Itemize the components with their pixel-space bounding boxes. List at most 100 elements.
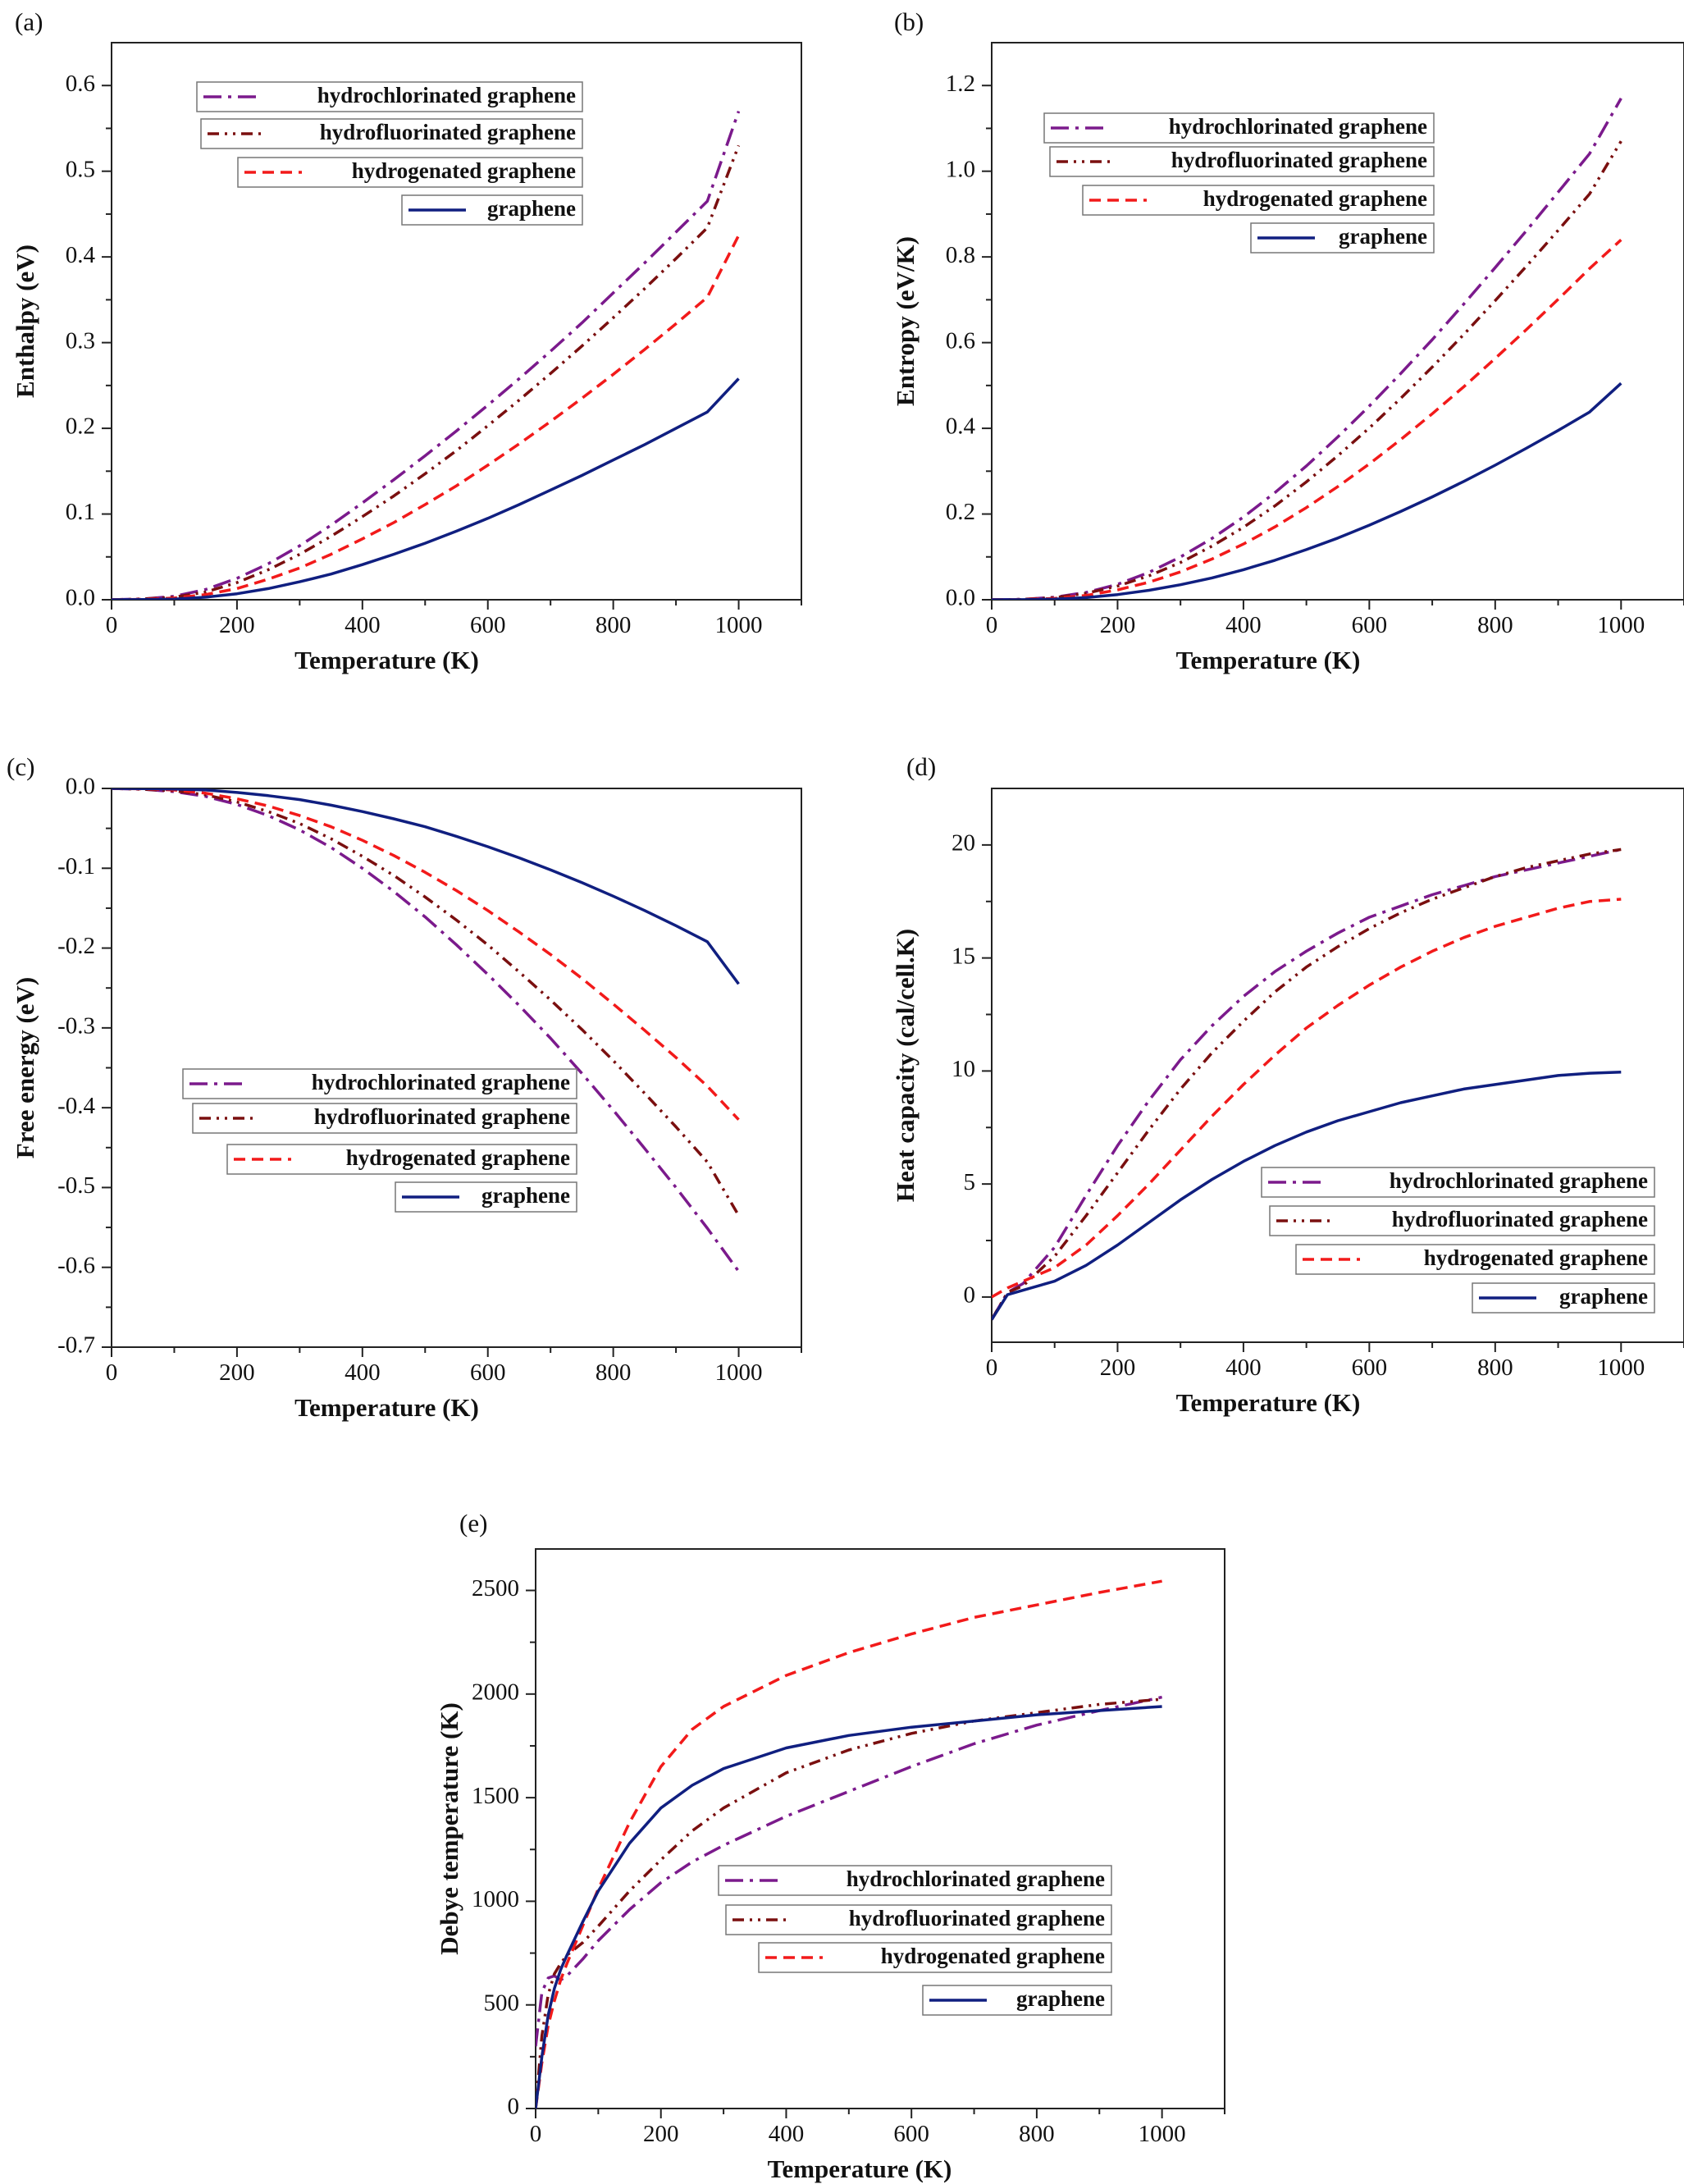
legend-label-hf: hydrofluorinated graphene — [320, 120, 576, 144]
y-tick-label: 0.4 — [946, 413, 976, 440]
x-tick-label: 400 — [1225, 1355, 1262, 1381]
y-tick-label: 20 — [952, 830, 975, 857]
y-tick-label: -0.4 — [57, 1093, 95, 1119]
legend-entry-box — [1261, 1167, 1655, 1198]
y-tick-label: 0.0 — [66, 774, 95, 800]
x-tick-label: 800 — [1477, 1355, 1513, 1381]
legend-entry-box — [237, 157, 583, 188]
legend-entry-box — [200, 118, 583, 149]
legend-label-g: graphene — [1339, 224, 1427, 249]
y-axis-title: Heat capacity (cal/cell.K) — [891, 929, 920, 1202]
x-tick-label: 200 — [219, 612, 255, 638]
series-line-h — [112, 788, 740, 1121]
x-tick-label: 400 — [345, 1359, 381, 1386]
legend-entry-box — [1082, 185, 1435, 216]
y-tick-label: 2000 — [472, 1679, 519, 1705]
y-tick-label: 0 — [508, 2094, 520, 2120]
x-tick-label: 0 — [986, 1355, 998, 1381]
series-line-g — [112, 377, 740, 600]
y-tick-label: 0.4 — [66, 242, 96, 268]
legend-entry-box — [196, 81, 583, 112]
x-tick-label: 600 — [893, 2121, 929, 2147]
x-tick-label: 200 — [643, 2121, 679, 2147]
x-tick-label: 400 — [1225, 612, 1262, 638]
x-tick-label: 0 — [106, 1359, 118, 1386]
y-tick-label: -0.2 — [57, 933, 95, 959]
legend-label-h: hydrogenated graphene — [346, 1145, 570, 1170]
y-tick-label: 500 — [484, 1990, 520, 2016]
series-line-h — [112, 235, 741, 600]
legend-label-g: graphene — [1559, 1284, 1648, 1309]
y-tick-label: 1.0 — [946, 156, 975, 182]
y-axis-title: Enthalpy (eV) — [11, 244, 39, 398]
panel-label: (c) — [7, 752, 34, 781]
y-axis-title: Entropy (eV/K) — [891, 236, 920, 406]
panel-c-free-energy: (c) 0 200 400 600 800 1000 0.0 -0.1 -0.2 -0.3 -0.4 -… — [7, 752, 802, 1422]
legend-label-hf: hydrofluorinated graphene — [1171, 148, 1427, 172]
series-line-hcl — [112, 111, 741, 600]
legend-label-g: graphene — [481, 1183, 570, 1208]
panel-label: (e) — [459, 1509, 487, 1537]
x-tick-label: 800 — [596, 1359, 632, 1386]
series-line-hcl — [112, 788, 740, 1272]
series-line-hf — [536, 1697, 1162, 2109]
x-tick-label: 600 — [1352, 612, 1388, 638]
y-tick-label: -0.3 — [57, 1013, 95, 1039]
x-axis-title: Temperature (K) — [768, 2154, 952, 2183]
series-line-hcl — [536, 1695, 1162, 2047]
panel-label: (a) — [15, 7, 43, 36]
series-line-hf — [112, 788, 741, 1217]
x-tick-label: 600 — [470, 612, 506, 638]
plot-area-frame — [535, 1548, 1225, 2109]
y-tick-label: -0.6 — [57, 1252, 95, 1278]
plot-area-frame — [991, 42, 1684, 601]
legend-entry-box — [758, 1942, 1112, 1973]
x-tick-label: 1000 — [715, 1359, 763, 1386]
legend-label-hcl: hydrochlorinated graphene — [1169, 114, 1427, 139]
legend-entry-box — [1049, 146, 1435, 177]
x-tick-label: 800 — [1477, 612, 1513, 638]
y-tick-label: 0.8 — [946, 242, 975, 268]
legend-label-hcl: hydrochlorinated graphene — [1390, 1168, 1648, 1193]
legend-entry-box — [226, 1144, 577, 1175]
legend-label-hf: hydrofluorinated graphene — [314, 1104, 570, 1129]
series-line-hf — [992, 848, 1622, 1321]
plot-area-frame — [111, 788, 802, 1348]
x-axis-title: Temperature (K) — [294, 1393, 479, 1422]
y-axis-title: Debye temperature (K) — [435, 1702, 463, 1955]
legend-entry-box — [1043, 112, 1435, 144]
panel-label: (d) — [906, 752, 936, 781]
legend-label-h: hydrogenated graphene — [1424, 1245, 1648, 1270]
legend-label-h: hydrogenated graphene — [1203, 186, 1427, 211]
y-tick-label: -0.7 — [57, 1332, 95, 1359]
x-tick-label: 600 — [470, 1359, 506, 1386]
x-tick-label: 0 — [986, 612, 998, 638]
y-tick-label: 0.0 — [66, 585, 95, 611]
y-tick-label: 0.2 — [946, 499, 975, 525]
legend-label-hf: hydrofluorinated graphene — [849, 1906, 1105, 1930]
x-tick-label: 1000 — [1597, 612, 1645, 638]
y-tick-label: 1500 — [472, 1783, 519, 1809]
x-tick-label: 400 — [345, 612, 381, 638]
x-tick-label: 800 — [596, 612, 632, 638]
legend-label-hcl: hydrochlorinated graphene — [317, 83, 576, 107]
legend-label-hf: hydrofluorinated graphene — [1392, 1207, 1648, 1231]
y-tick-label: -0.1 — [57, 853, 95, 880]
legend-entry-box — [1295, 1244, 1655, 1275]
x-tick-label: 0 — [530, 2121, 542, 2147]
series-line-h — [992, 239, 1622, 600]
legend-label-hcl: hydrochlorinated graphene — [312, 1070, 570, 1094]
panel-label: (b) — [894, 7, 924, 36]
x-tick-label: 200 — [219, 1359, 255, 1386]
y-tick-label: 0.5 — [66, 156, 95, 182]
series-line-g — [536, 1705, 1162, 2109]
plot-area-frame — [111, 42, 802, 601]
panel-d-heat-capacity: (d) 0 200 400 600 800 1000 0 5 10 15 20 Temperature … — [891, 752, 1684, 1417]
y-tick-label: 10 — [952, 1056, 975, 1082]
x-axis-title: Temperature (K) — [1176, 646, 1361, 674]
y-tick-label: 0.6 — [66, 71, 95, 97]
plot-area-frame — [991, 788, 1684, 1343]
x-tick-label: 200 — [1100, 612, 1136, 638]
y-tick-label: 0 — [964, 1282, 976, 1309]
